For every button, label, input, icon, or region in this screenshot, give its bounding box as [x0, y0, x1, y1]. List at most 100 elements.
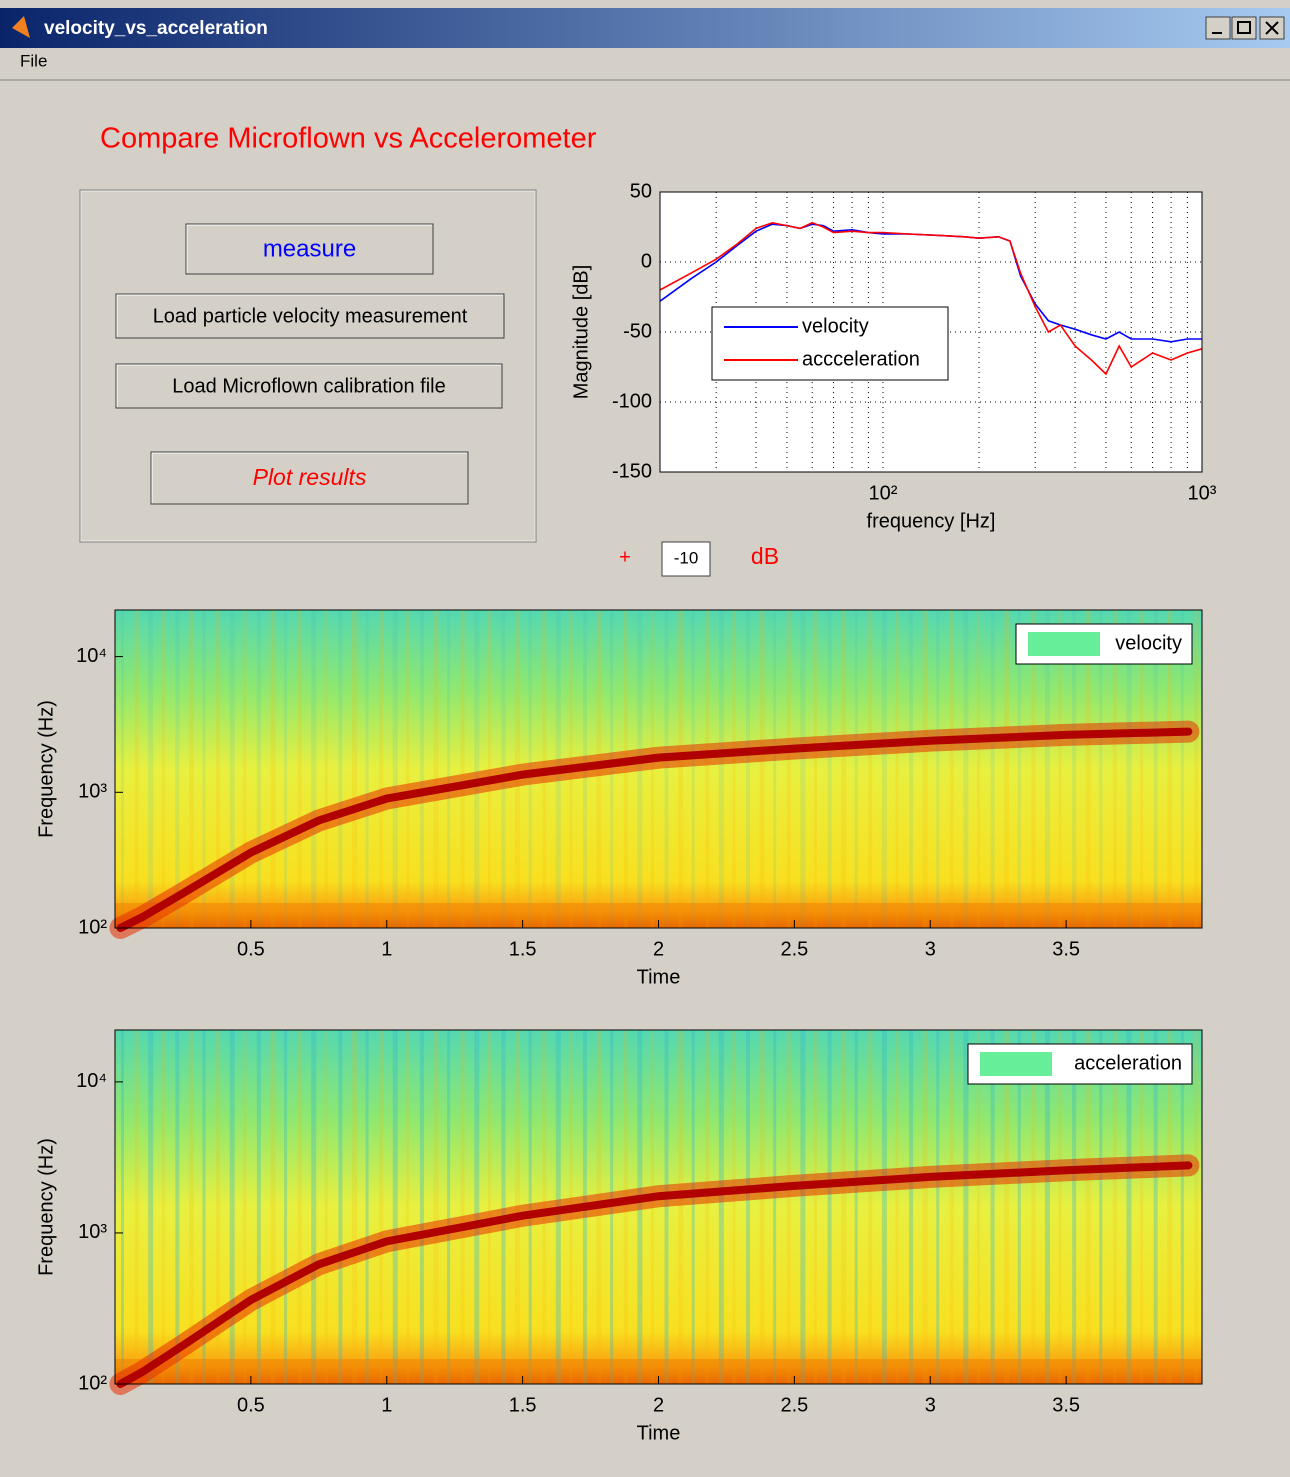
spectrogram-stripe [1004, 610, 1010, 928]
spectrogram-stripe [718, 610, 724, 928]
axes-frame [659, 191, 1203, 473]
y-tick-label: 10⁴ [76, 645, 107, 667]
spectrogram-stripe [311, 1030, 317, 1384]
spectrogram-stripe [419, 1030, 424, 1384]
spectrogram-stripe [419, 610, 424, 928]
spectrogram-stripe [949, 610, 954, 928]
x-tick-label: 0.5 [237, 938, 265, 960]
spectrogram-stripe [1017, 1030, 1021, 1384]
spectrogram-stripe [664, 610, 669, 928]
spectrogram-stripe [392, 610, 398, 928]
spectrogram-stripe [379, 1030, 384, 1384]
spectrogram-stripe [121, 610, 124, 928]
x-tick-label: 1 [381, 938, 392, 960]
spectrogram-stripe [433, 1030, 439, 1384]
button-label[interactable]: Load particle velocity measurement [153, 305, 468, 327]
spectrogram-stripe [909, 610, 914, 928]
spectrogram-stripe [148, 610, 154, 928]
button-label[interactable]: measure [263, 235, 356, 262]
spectrogram-stripe [1004, 1030, 1010, 1384]
x-tick-label: 1.5 [509, 938, 537, 960]
button-highlight [116, 364, 501, 407]
y-tick-label: 10² [78, 916, 107, 938]
spectrogram-stripe [936, 610, 940, 928]
x-tick-label: 2.5 [780, 1394, 808, 1416]
spectrogram-stripe [1140, 1030, 1144, 1384]
x-tick-label: 1 [381, 1394, 392, 1416]
y-axis-label: Frequency (Hz) [35, 1138, 57, 1276]
spectrogram-stripe [1126, 610, 1132, 928]
button[interactable] [185, 223, 434, 275]
axes-frame [114, 609, 1203, 929]
spectrogram-stripe [678, 610, 684, 928]
spectrogram-stripe [460, 1030, 465, 1384]
spectrogram-stripe [161, 610, 165, 928]
icon [1265, 21, 1279, 35]
spectrogram-stripe [963, 1030, 969, 1384]
spectrogram-stripe [243, 1030, 247, 1384]
spectrogram-stripe [365, 1030, 369, 1384]
spectrogram-stripe [895, 1030, 899, 1384]
offset-input[interactable] [661, 541, 711, 577]
spectrogram-stripe [1153, 610, 1158, 928]
app-icon [12, 16, 30, 38]
spectrogram-stripe [1072, 610, 1077, 928]
x-tick-label: 3.5 [1052, 938, 1080, 960]
spectrogram-stripe [909, 1030, 914, 1384]
spectrogram-stripe [487, 610, 491, 928]
y-tick-label: -150 [612, 460, 652, 482]
maximize-button[interactable] [1231, 16, 1257, 40]
x-tick-label: 1.5 [509, 1394, 537, 1416]
spectrogram-stripe [229, 1030, 235, 1384]
y-tick-label: 10⁴ [76, 1070, 107, 1092]
spectrogram-stripe [243, 610, 247, 928]
spectrogram-stripe [270, 1030, 276, 1384]
spectrogram-stripe [732, 610, 736, 928]
minimize-button[interactable] [1205, 16, 1231, 40]
button[interactable] [150, 451, 469, 505]
button-label[interactable]: Load Microflown calibration file [172, 375, 445, 397]
spectrogram-stripe [1058, 1030, 1062, 1384]
spectrogram-stripe [256, 610, 261, 928]
ridge [116, 1161, 1193, 1388]
legend-swatch [1028, 632, 1100, 656]
spectrogram-stripe [1112, 610, 1117, 928]
spectrogram-stripe [1099, 610, 1103, 928]
spectrogram-stripe [1180, 610, 1184, 928]
x-axis-label: frequency [Hz] [867, 510, 996, 532]
x-tick-label: 2 [653, 1394, 664, 1416]
title-bar [0, 8, 1290, 48]
menu-item[interactable]: File [20, 51, 47, 70]
spectrogram-stripe [759, 1030, 765, 1384]
spectrogram-stripe [881, 1030, 887, 1384]
spectrogram-stripe [487, 1030, 491, 1384]
button[interactable] [115, 293, 505, 339]
ridge [116, 727, 1193, 932]
spectrogram-stripe [1099, 1030, 1103, 1384]
chart: 10² 10³ -150 -100 -50 0 50 frequency [Hz] Magnit… [570, 180, 1217, 532]
x-tick-label: 3 [925, 938, 936, 960]
offset-value[interactable]: -10 [674, 548, 699, 567]
spectrogram-stripe [256, 1030, 261, 1384]
spectrogram-stripe [1031, 610, 1036, 928]
button-label[interactable]: Plot results [253, 464, 367, 490]
spectrogram-stripe [746, 1030, 751, 1384]
spectrogram-stripe [963, 610, 969, 928]
window-controls[interactable] [1205, 16, 1285, 40]
y-tick-label: 0 [641, 250, 652, 272]
spectrogram-stripe [216, 1030, 221, 1384]
spectrogram-stripe [447, 1030, 451, 1384]
spectrogram-stripe [691, 610, 695, 928]
offset-prefix: + [619, 546, 631, 568]
button[interactable] [115, 363, 503, 409]
spectrogram-stripe [311, 610, 317, 928]
legend-label: acceleration [1074, 1052, 1182, 1074]
x-tick-label: 2 [653, 938, 664, 960]
spectrogram-stripe [664, 1030, 669, 1384]
y-tick-label: 10² [78, 1372, 107, 1394]
spectrogram-stripe [324, 1030, 328, 1384]
legend [711, 306, 949, 381]
spectrogram-stripe [678, 1030, 684, 1384]
y-axis-label: Magnitude [dB] [570, 265, 592, 400]
spectrogram-stripe [474, 610, 480, 928]
